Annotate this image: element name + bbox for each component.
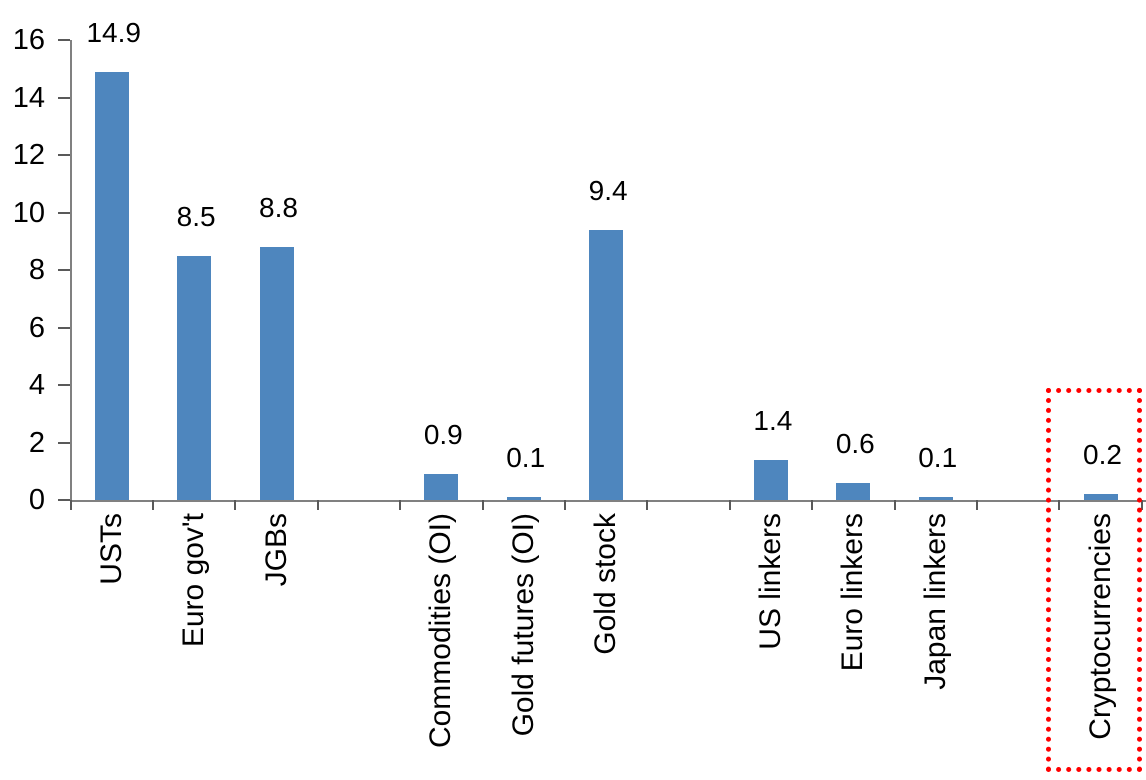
bar-usts [94, 71, 129, 500]
y-tick-label: 10 [12, 196, 45, 229]
x-tick [399, 500, 402, 510]
x-tick-label: Euro gov't [177, 513, 211, 648]
x-tick-label: Gold stock [589, 513, 623, 655]
x-tick [481, 500, 484, 510]
y-tick-label: 6 [28, 311, 45, 344]
x-tick [893, 500, 896, 510]
value-label: 0.1 [918, 442, 958, 474]
y-tick [58, 269, 70, 271]
y-tick-label: 0 [28, 484, 45, 516]
y-tick [58, 384, 70, 386]
x-tick [728, 500, 731, 510]
x-tick-label: Japan linkers [918, 513, 952, 690]
value-label: 0.1 [506, 442, 546, 474]
value-label: 0.6 [835, 427, 875, 459]
y-tick-label: 8 [28, 254, 45, 286]
y-tick [58, 441, 70, 444]
value-label: 0.2 [1083, 439, 1122, 471]
bar-gold-stock [589, 229, 624, 500]
bar-gold-futures-oi [506, 497, 541, 500]
x-tick-label: USTs [94, 513, 128, 585]
value-label: 8.5 [176, 200, 216, 232]
x-tick-label: US linkers [753, 513, 787, 650]
value-label: 0.9 [423, 419, 463, 451]
x-tick-label: Gold futures (OI) [506, 513, 540, 737]
bar-us-linkers [753, 459, 788, 500]
value-label: 14.9 [86, 16, 141, 48]
x-axis-line [70, 500, 1146, 502]
x-tick [316, 500, 319, 510]
bar-euro-linkers [836, 482, 871, 500]
bar-euro-gov-t [177, 255, 212, 500]
x-tick-label: Euro linkers [836, 513, 870, 672]
x-tick [811, 500, 814, 510]
y-tick [58, 211, 70, 214]
y-tick-label: 16 [12, 24, 45, 56]
x-tick [69, 500, 72, 510]
x-tick [646, 500, 649, 510]
y-tick-label: 2 [28, 426, 45, 459]
y-tick [58, 96, 70, 99]
y-tick-label: 4 [28, 369, 45, 401]
highlight-box [1046, 388, 1142, 772]
bar-jgbs [259, 247, 294, 500]
x-tick [234, 500, 237, 510]
x-tick [975, 500, 978, 510]
y-tick [58, 154, 70, 156]
x-tick [563, 500, 566, 510]
x-tick [151, 500, 154, 510]
y-tick [58, 499, 70, 501]
value-label: 8.8 [259, 192, 298, 223]
x-tick-label: JGBs [259, 513, 293, 587]
y-tick-label: 14 [12, 81, 45, 114]
x-tick-label: Commodities (OI) [424, 513, 458, 749]
y-axis-line [70, 40, 72, 502]
y-tick [58, 326, 70, 329]
y-tick [58, 39, 70, 41]
bar-japan-linkers [918, 497, 953, 500]
bar-cryptocurrencies [1083, 494, 1118, 500]
x-tick [1058, 500, 1061, 510]
y-tick-label: 12 [12, 139, 45, 171]
bar-commodities-oi [424, 474, 459, 500]
value-label: 9.4 [588, 174, 628, 206]
value-label: 1.4 [753, 404, 793, 436]
